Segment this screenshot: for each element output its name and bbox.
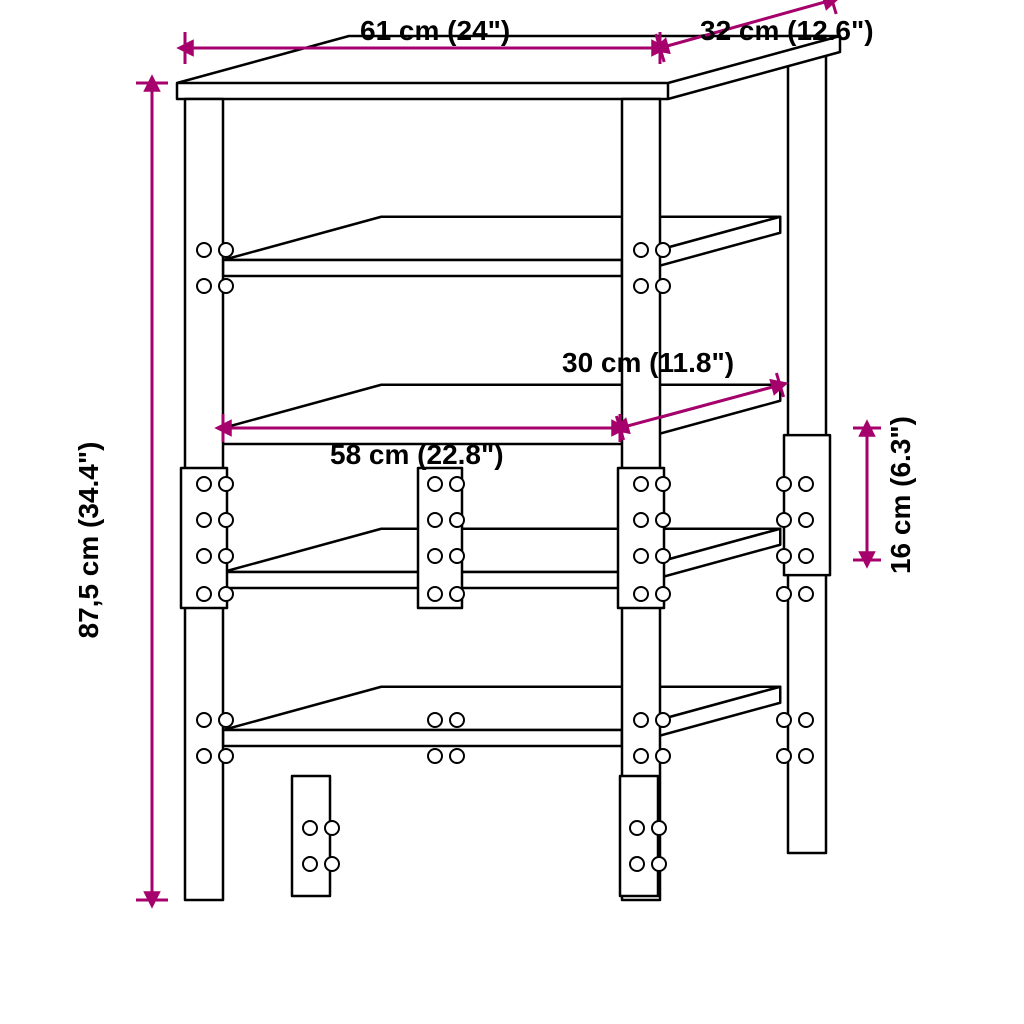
dim-shelf-depth-label: 30 cm (11.8") — [562, 347, 734, 378]
dim-shelf-gap-label: 16 cm (6.3") — [885, 416, 916, 574]
dim-depth-label: 32 cm (12.6") — [700, 15, 874, 46]
dim-height-label: 87,5 cm (34.4") — [73, 442, 104, 639]
dim-shelf-width-label: 58 cm (22.8") — [330, 439, 504, 470]
shoe-rack-drawing — [177, 36, 840, 900]
dim-width-label: 61 cm (24") — [360, 15, 510, 46]
